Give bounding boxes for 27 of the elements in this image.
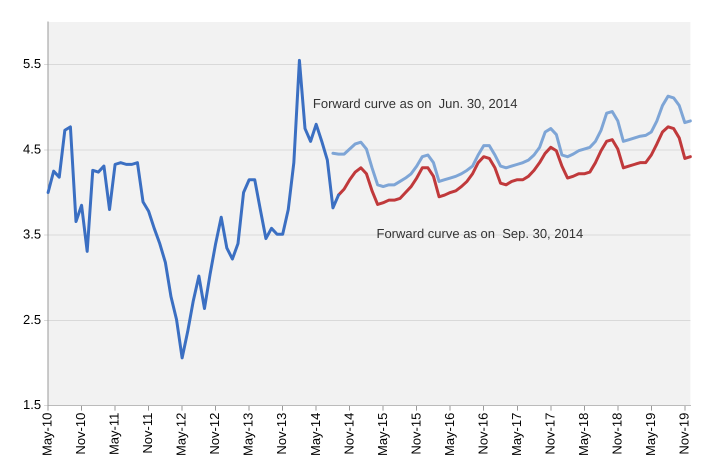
x-tick-label: Nov-10 bbox=[73, 412, 88, 455]
x-tick-label: May-14 bbox=[308, 412, 323, 456]
x-tick-label: May-12 bbox=[174, 412, 189, 456]
x-tick-label: Nov-14 bbox=[341, 412, 356, 455]
y-tick-label: 5.5 bbox=[22, 56, 42, 72]
x-tick-label: Nov-18 bbox=[609, 412, 624, 455]
x-tick-label: Nov-12 bbox=[207, 412, 222, 455]
x-tick-label: Nov-13 bbox=[274, 412, 290, 455]
x-tick-label: May-13 bbox=[240, 412, 256, 456]
x-tick-label: Nov-17 bbox=[542, 412, 558, 455]
x-tick-label: May-11 bbox=[106, 412, 122, 456]
x-tick-label: Nov-19 bbox=[676, 412, 692, 455]
x-tick-label: Nov-11 bbox=[140, 412, 156, 454]
x-tick-label: May-19 bbox=[642, 412, 658, 456]
x-tick-label: May-17 bbox=[508, 412, 524, 456]
y-tick-label: 2.5 bbox=[22, 312, 42, 327]
y-tick-label: 4.5 bbox=[22, 141, 42, 156]
x-tick-label: May-18 bbox=[576, 412, 591, 456]
x-tick-label: Nov-16 bbox=[475, 412, 490, 455]
series-label: Forward curve as on Sep. 30, 2014 bbox=[376, 226, 584, 242]
y-tick-label: 1.5 bbox=[22, 397, 42, 412]
x-tick-label: Nov-15 bbox=[408, 412, 424, 455]
x-tick-label: May-15 bbox=[374, 412, 390, 456]
text: Forward curve as on Jun. 30, 2014 bbox=[312, 96, 518, 111]
x-tick-label: May-10 bbox=[40, 412, 55, 456]
y-tick-label: 3.5 bbox=[22, 226, 42, 242]
x-tick-label: May-16 bbox=[442, 412, 457, 456]
